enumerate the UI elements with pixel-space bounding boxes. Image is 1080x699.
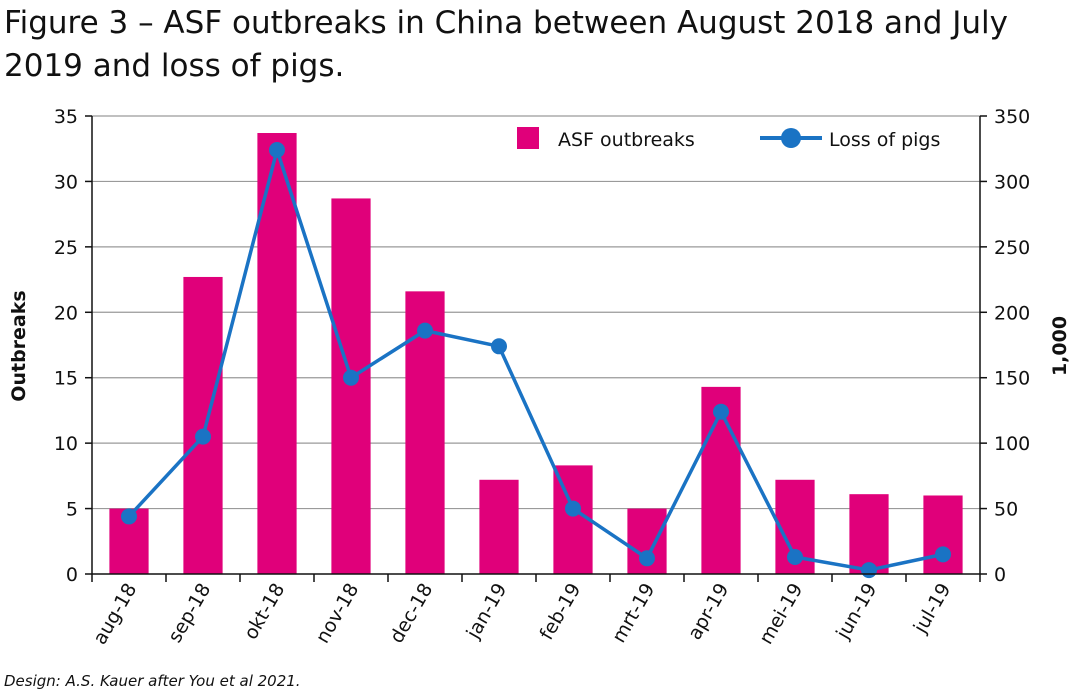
x-tick-label: dec-18: [386, 580, 438, 647]
y-tick-label: 20: [54, 302, 78, 324]
legend: ASF outbreaks Loss of pigs: [517, 127, 940, 151]
point-mrt-19: [639, 550, 655, 567]
point-jun-19: [861, 562, 877, 579]
y-tick-label: 15: [54, 368, 78, 390]
design-credit: Design: A.S. Kauer after You et al 2021.: [4, 672, 301, 690]
y-tick-label: 0: [66, 564, 78, 586]
y2-tick-label: 350: [994, 106, 1030, 128]
point-jul-19: [935, 546, 951, 563]
x-tick-label: jan-19: [462, 580, 512, 644]
y2-tick-label: 300: [994, 171, 1030, 193]
y-tick-label: 25: [54, 237, 78, 259]
y-tick-label: 35: [54, 106, 78, 128]
point-mei-19: [787, 548, 803, 565]
line-series: [121, 142, 951, 579]
y-tick-label: 30: [54, 171, 78, 193]
y-axis-title: Outbreaks: [8, 290, 30, 401]
bar-series: [109, 133, 963, 575]
x-tick-label: jul-19: [909, 580, 955, 638]
y2-tick-label: 0: [994, 564, 1006, 586]
y2-tick-label: 50: [994, 499, 1018, 521]
y-tick-label: 10: [54, 433, 78, 455]
x-tick-label: aug-18: [89, 580, 141, 649]
x-tick-label: okt-18: [240, 580, 290, 644]
x-tick-label: nov-18: [312, 580, 364, 648]
legend-swatch-marker: [781, 128, 801, 148]
y-tick-label: 5: [66, 499, 78, 521]
y2-tick-label: 150: [994, 368, 1030, 390]
point-okt-18: [269, 142, 285, 159]
bar-sep-18: [183, 276, 223, 574]
y2-tick-label: 200: [994, 302, 1030, 324]
y2-tick-label: 100: [994, 433, 1030, 455]
legend-label-outbreaks: ASF outbreaks: [558, 129, 695, 151]
bar-nov-18: [331, 198, 371, 574]
y2-tick-label: 250: [994, 237, 1030, 259]
point-nov-18: [343, 369, 359, 386]
x-tick-label: mei-19: [755, 580, 807, 649]
x-tick-label: apr-19: [684, 580, 734, 644]
point-feb-19: [565, 500, 581, 517]
bar-jun-19: [849, 494, 889, 574]
point-sep-18: [195, 428, 211, 445]
point-apr-19: [713, 403, 729, 420]
x-tick-label: sep-18: [164, 580, 215, 647]
loss-of-pigs-line: [127, 148, 944, 572]
x-tick-label: feb-19: [536, 580, 586, 644]
point-jan-19: [491, 338, 507, 355]
point-dec-18: [417, 322, 433, 339]
y2-axis-title: 1,000: [1049, 316, 1071, 376]
gridlines: [92, 115, 980, 510]
figure-title: Figure 3 – ASF outbreaks in China betwee…: [4, 5, 1008, 84]
x-tick-label: jun-19: [832, 580, 882, 644]
x-tick-label: mrt-19: [608, 580, 659, 647]
legend-swatch-outbreaks: [517, 127, 539, 149]
bar-jan-19: [479, 479, 519, 574]
point-aug-18: [121, 508, 137, 525]
legend-label-loss: Loss of pigs: [829, 129, 940, 151]
